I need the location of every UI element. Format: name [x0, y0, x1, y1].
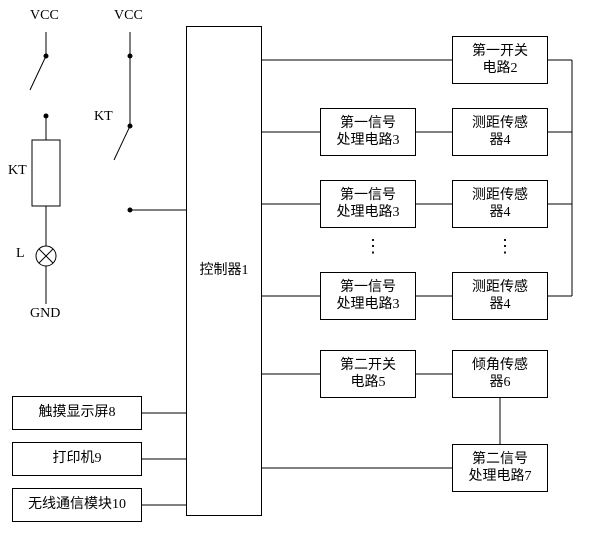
distance-sensor-box-c: 测距传感 器4: [452, 272, 548, 320]
controller-box: 控制器1: [186, 26, 262, 516]
signal2-box: 第二信号 处理电路7: [452, 444, 548, 492]
switch1-box: 第一开关 电路2: [452, 36, 548, 84]
vertical-ellipsis-col1: ⋮: [364, 236, 382, 257]
signal1-box-b: 第一信号 处理电路3: [320, 180, 416, 228]
tilt-sensor-box: 倾角传感 器6: [452, 350, 548, 398]
vcc-left-label: VCC: [30, 8, 59, 24]
lamp-label: L: [16, 246, 25, 262]
distance-sensor-box-b: 测距传感 器4: [452, 180, 548, 228]
distance-sensor-box-a: 测距传感 器4: [452, 108, 548, 156]
vcc-right-label: VCC: [114, 8, 143, 24]
signal1-box-c: 第一信号 处理电路3: [320, 272, 416, 320]
switch2-box: 第二开关 电路5: [320, 350, 416, 398]
gnd-label: GND: [30, 306, 60, 322]
kt-right-label: KT: [94, 109, 113, 125]
vertical-ellipsis-col2: ⋮: [496, 236, 514, 257]
printer-box: 打印机9: [12, 442, 142, 476]
diagram-canvas: 控制器1 第一开关 电路2 第一信号 处理电路3 第一信号 处理电路3 第一信号…: [0, 0, 598, 535]
touchscreen-box: 触摸显示屏8: [12, 396, 142, 430]
kt-left-label: KT: [8, 163, 27, 179]
wireless-module-box: 无线通信模块10: [12, 488, 142, 522]
signal1-box-a: 第一信号 处理电路3: [320, 108, 416, 156]
